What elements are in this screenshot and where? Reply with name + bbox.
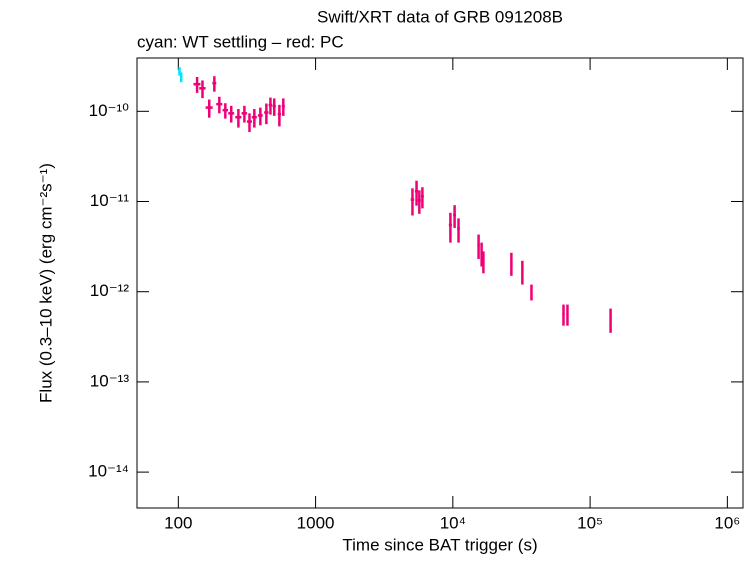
y-tick-label: 10⁻¹³ [90, 371, 130, 390]
y-tick-label: 10⁻¹² [90, 281, 130, 300]
y-tick-label: 10⁻¹⁴ [88, 462, 129, 481]
x-tick-label: 10⁴ [440, 513, 466, 532]
plot-frame [136, 57, 744, 509]
chart-subtitle: cyan: WT settling – red: PC [137, 32, 344, 51]
x-tick-label: 10⁶ [714, 513, 740, 532]
y-tick-label: 10⁻¹¹ [90, 191, 130, 210]
x-tick-label: 1000 [297, 513, 335, 532]
chart-title: Swift/XRT data of GRB 091208B [317, 7, 563, 26]
x-axis-label: Time since BAT trigger (s) [342, 535, 537, 554]
x-tick-label: 100 [164, 513, 192, 532]
y-axis-label: Flux (0.3–10 keV) (erg cm⁻²s⁻¹) [36, 163, 55, 403]
x-tick-label: 10⁵ [577, 513, 603, 532]
y-tick-label: 10⁻¹⁰ [89, 101, 130, 120]
